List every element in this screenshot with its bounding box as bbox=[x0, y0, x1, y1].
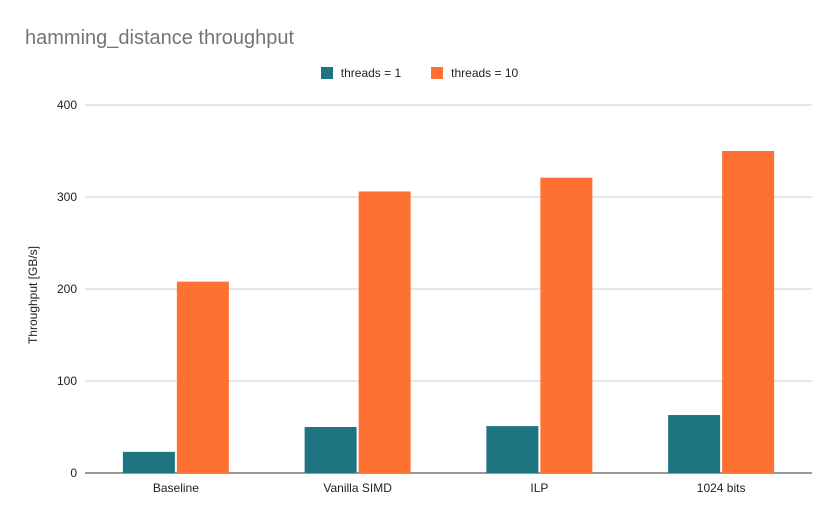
y-tick-label: 300 bbox=[57, 190, 77, 204]
x-tick-label: 1024 bits bbox=[697, 481, 746, 495]
bar-series-2 bbox=[540, 177, 593, 473]
y-tick-label: 100 bbox=[57, 374, 77, 388]
y-tick-label: 0 bbox=[70, 466, 77, 480]
bar-series-1 bbox=[668, 415, 721, 473]
x-tick-label: Baseline bbox=[153, 481, 199, 495]
bar-series-1 bbox=[122, 451, 175, 473]
bar-series-2 bbox=[358, 191, 411, 474]
legend-swatch-series-2 bbox=[431, 67, 444, 79]
y-tick-label: 200 bbox=[57, 282, 77, 296]
x-tick-label: ILP bbox=[530, 481, 548, 495]
legend-swatch-series-1 bbox=[320, 67, 333, 79]
legend: threads = 1 threads = 10 bbox=[0, 66, 839, 80]
bar-series-1 bbox=[304, 427, 357, 473]
legend-label-series-2: threads = 10 bbox=[451, 66, 519, 80]
bar-series-1 bbox=[486, 426, 539, 473]
bar-series-2 bbox=[176, 281, 229, 473]
legend-item-series-1: threads = 1 bbox=[320, 66, 402, 80]
x-tick-label: Vanilla SIMD bbox=[323, 481, 392, 495]
bar-series-2 bbox=[722, 151, 775, 473]
y-tick-label: 400 bbox=[57, 98, 77, 112]
chart-title: hamming_distance throughput bbox=[25, 27, 295, 49]
legend-item-series-2: threads = 10 bbox=[431, 66, 518, 80]
legend-label-series-1: threads = 1 bbox=[340, 66, 402, 80]
